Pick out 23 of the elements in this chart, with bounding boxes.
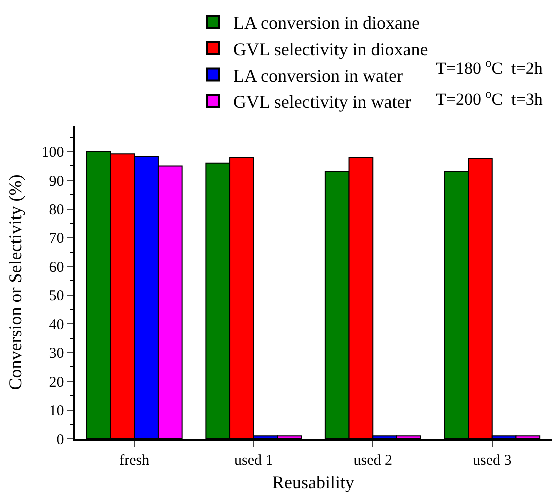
y-tick-label: 40 [49,317,64,334]
text: T=200 $^{o}$C t=3h [436,87,544,110]
x-tick-label: used 1 [234,452,274,469]
legend-label: GVL selectivity in water [234,92,412,112]
y-tick-label: 10 [49,404,64,420]
y-tick-label: 0 [56,432,64,448]
y-tick-label: 90 [49,174,64,190]
legend-label: GVL selectivity in dioxane [234,39,428,60]
legend-label: LA conversion in water [234,66,403,86]
y-tick-label: 50 [49,288,64,305]
y-tick-label: 30 [49,346,64,362]
y-tick-label: 80 [49,202,64,219]
x-tick-label: used 3 [473,452,512,469]
x-axis-title: Reusability [272,472,354,492]
y-axis-title: Conversion or Selectivity (%) [5,174,26,390]
y-tick-label: 70 [49,231,64,248]
text: T=180 $^{o}$C t=2h [436,56,544,78]
x-tick-label: used 2 [354,452,393,469]
y-tick-label: 100 [42,145,64,162]
legend-label: LA conversion in dioxane [234,12,420,33]
y-tick-label: 20 [49,374,64,391]
x-tick-label: fresh [120,452,150,469]
y-tick-label: 60 [49,260,64,276]
